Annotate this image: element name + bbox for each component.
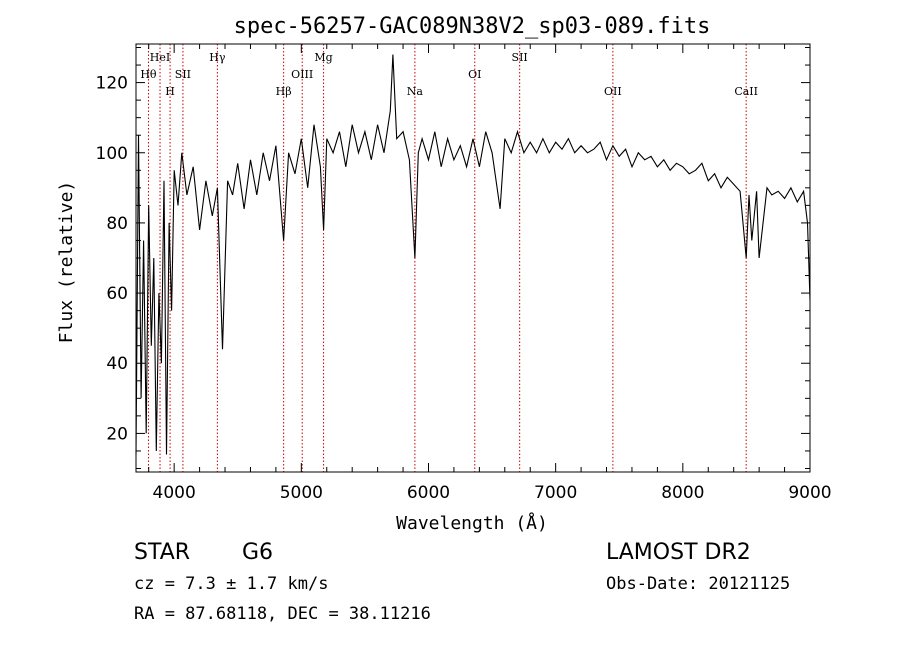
y-tick-label-0: 20: [106, 424, 128, 444]
obs-date: Obs-Date: 20121125: [606, 574, 791, 594]
x-tick-label-4: 8000: [661, 483, 704, 503]
x-tick-label-0: 4000: [153, 483, 196, 503]
marker-label-9: OI: [468, 68, 481, 81]
x-tick-label-1: 5000: [280, 483, 323, 503]
plot-frame: [135, 43, 811, 473]
marker-label-11: OII: [604, 85, 622, 98]
object-class: STAR: [134, 540, 191, 565]
x-tick-label-3: 7000: [534, 483, 577, 503]
marker-label-7: Mg: [314, 51, 332, 64]
y-tick-label-5: 120: [96, 74, 128, 94]
survey-name: LAMOST DR2: [606, 540, 751, 565]
y-axis-label: Flux (relative): [56, 181, 77, 344]
object-subclass: G6: [242, 540, 274, 565]
x-tick-label-5: 9000: [788, 483, 831, 503]
x-tick-label-2: 6000: [407, 483, 450, 503]
y-tick-label-1: 40: [106, 354, 128, 374]
y-tick-label-3: 80: [106, 214, 128, 234]
chart-title: spec-56257-GAC089N38V2_sp03-089.fits: [234, 14, 711, 39]
spectrum-series-line: [135, 54, 811, 455]
y-tick-label-4: 100: [96, 144, 128, 164]
marker-label-5: Hβ: [276, 85, 292, 98]
marker-label-3: SII: [175, 68, 191, 81]
y-axis-ticks: 20 40 60 80 100 120: [96, 47, 810, 469]
marker-label-2: H: [165, 85, 175, 98]
marker-label-8: Na: [407, 85, 424, 98]
x-axis-label: Wavelength (Å): [396, 512, 548, 534]
x-axis-ticks: 4000 5000 6000 7000 8000 9000: [148, 44, 832, 503]
marker-label-10: SII: [512, 51, 528, 64]
marker-label-6: OIII: [291, 68, 313, 81]
marker-label-0: Hθ: [140, 68, 157, 81]
marker-label-4: Hγ: [209, 51, 226, 64]
marker-label-1: HeI: [150, 51, 170, 64]
marker-label-12: CaII: [734, 85, 758, 98]
coordinates: RA = 87.68118, DEC = 38.11216: [134, 604, 431, 624]
y-tick-label-2: 60: [106, 284, 128, 304]
redshift-cz: cz = 7.3 ± 1.7 km/s: [134, 574, 329, 594]
